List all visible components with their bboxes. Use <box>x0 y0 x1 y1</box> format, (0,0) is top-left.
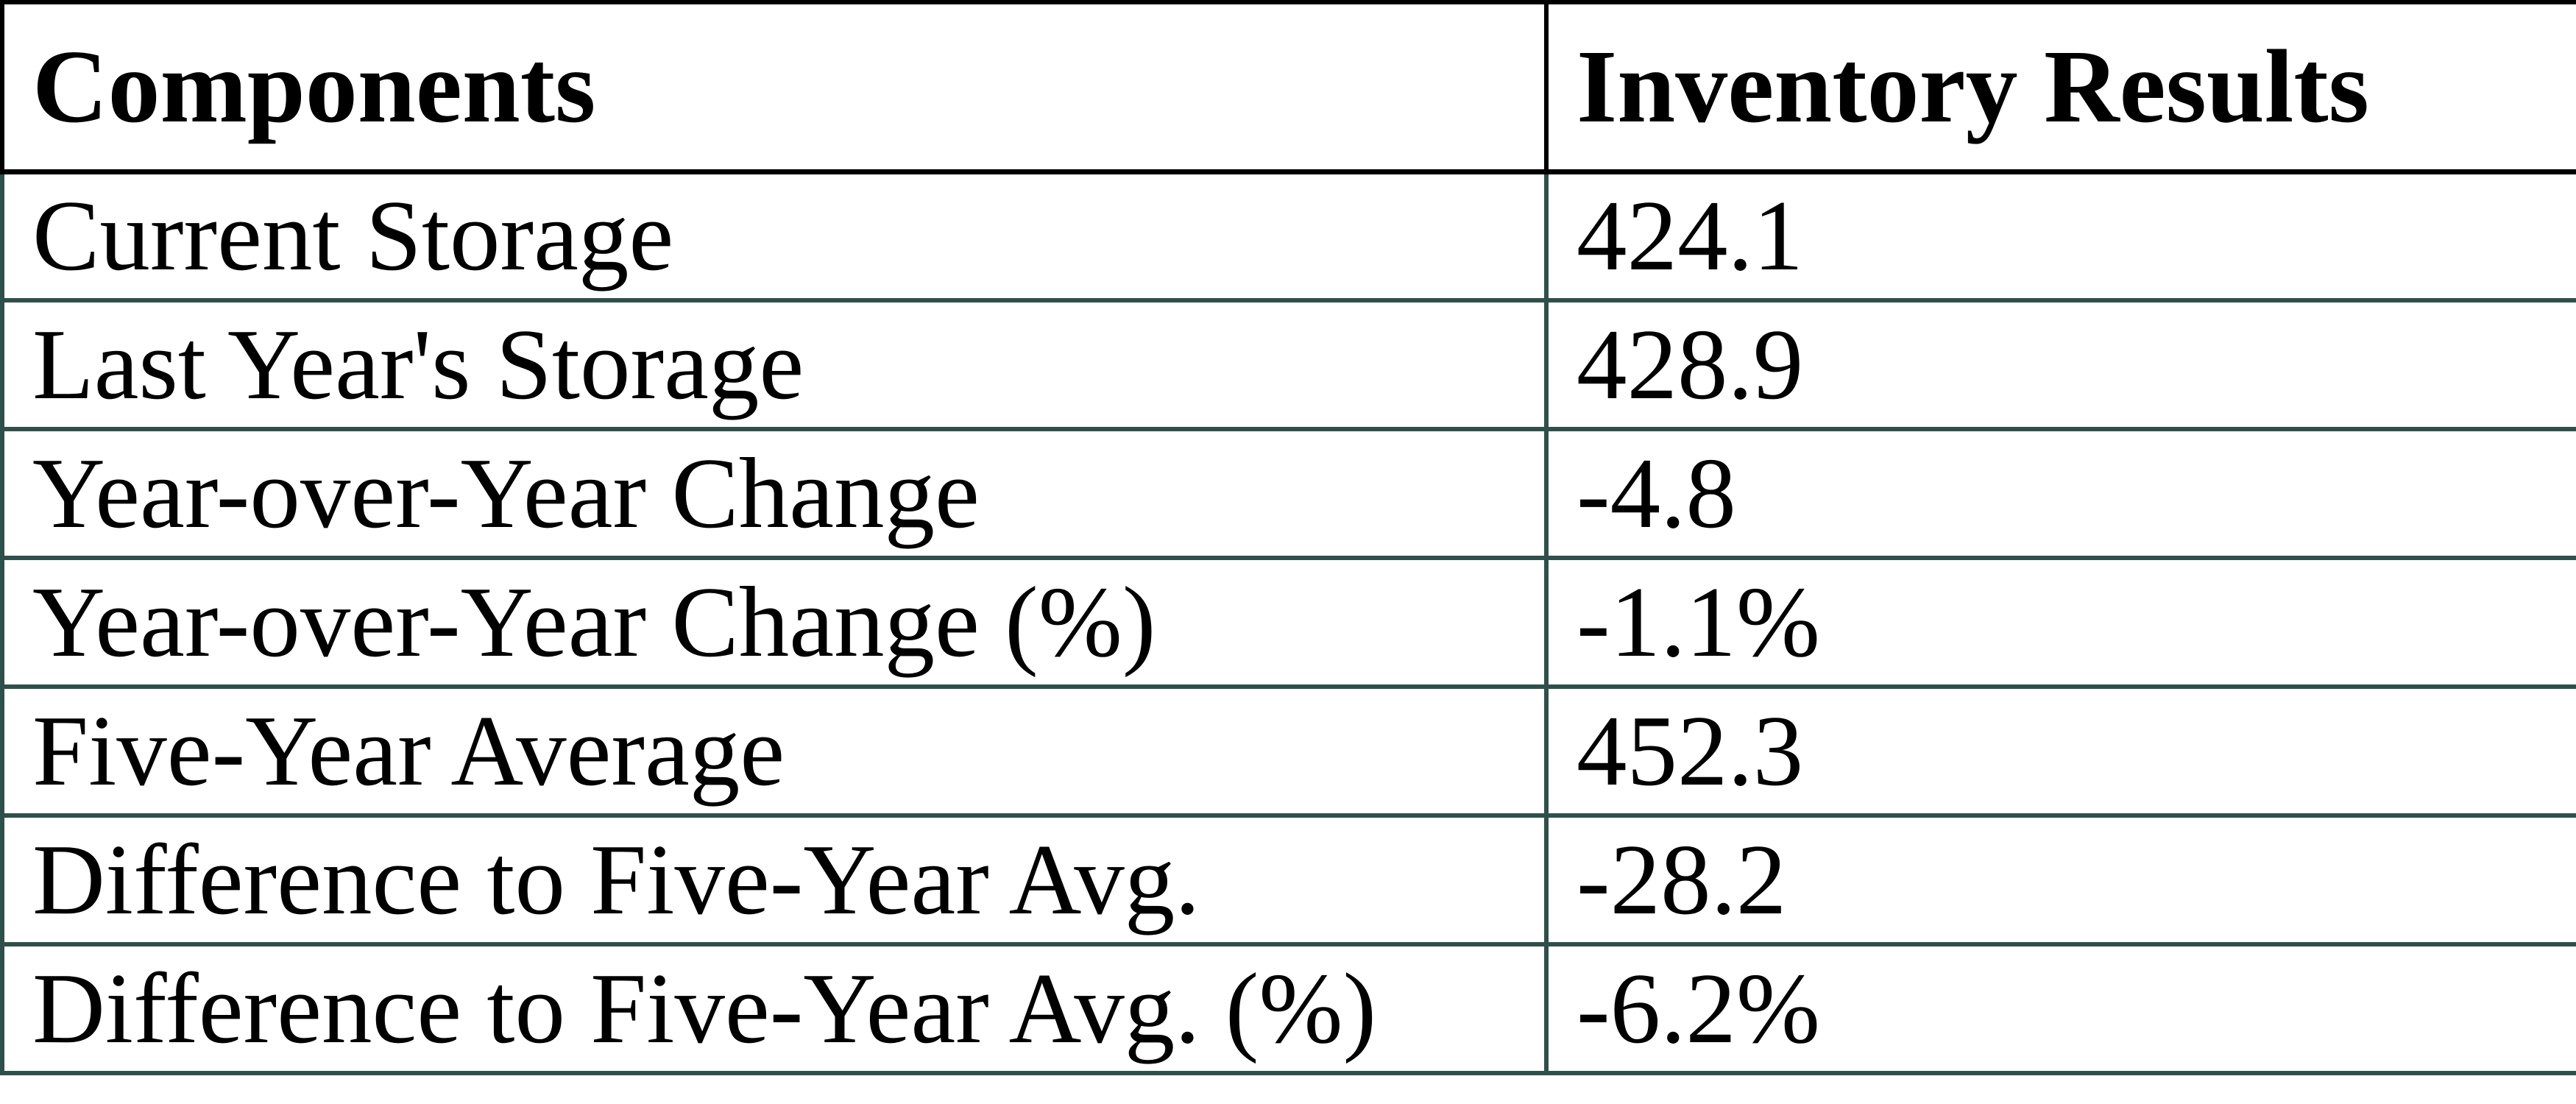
table-body: Current Storage 424.1 Last Year's Storage 4… <box>0 169 2576 1075</box>
result-cell: -1.1% <box>1544 556 2576 689</box>
component-cell: Five-Year Average <box>0 684 1549 818</box>
result-cell: -28.2 <box>1544 813 2576 946</box>
component-cell: Last Year's Storage <box>0 298 1549 431</box>
table-row: Five-Year Average 452.3 <box>0 684 2576 818</box>
result-cell: 428.9 <box>1544 298 2576 431</box>
table-row: Year-over-Year Change (%) -1.1% <box>0 556 2576 689</box>
column-header-components: Components <box>0 0 1549 174</box>
table-row: Year-over-Year Change -4.8 <box>0 427 2576 560</box>
component-cell: Current Storage <box>0 169 1549 302</box>
component-cell: Difference to Five-Year Avg. (%) <box>0 942 1549 1075</box>
result-cell: 452.3 <box>1544 684 2576 818</box>
table-row: Current Storage 424.1 <box>0 169 2576 302</box>
result-cell: -6.2% <box>1544 942 2576 1075</box>
result-cell: 424.1 <box>1544 169 2576 302</box>
component-cell: Difference to Five-Year Avg. <box>0 813 1549 946</box>
component-cell: Year-over-Year Change (%) <box>0 556 1549 689</box>
table-row: Difference to Five-Year Avg. -28.2 <box>0 813 2576 946</box>
result-cell: -4.8 <box>1544 427 2576 560</box>
table-header-row: Components Inventory Results <box>0 0 2576 174</box>
table-row: Last Year's Storage 428.9 <box>0 298 2576 431</box>
column-header-inventory-results: Inventory Results <box>1544 0 2576 174</box>
inventory-table: Components Inventory Results Current Sto… <box>0 0 2576 1075</box>
component-cell: Year-over-Year Change <box>0 427 1549 560</box>
table-row: Difference to Five-Year Avg. (%) -6.2% <box>0 942 2576 1075</box>
